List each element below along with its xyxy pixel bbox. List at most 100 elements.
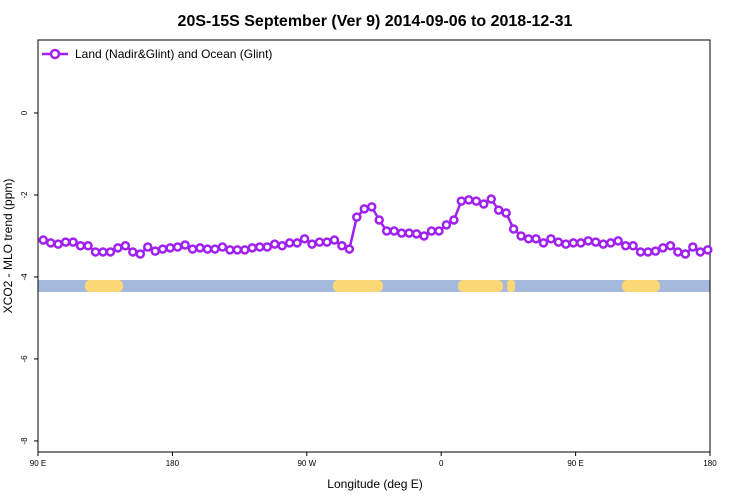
data-point (441, 220, 452, 230)
data-point (120, 241, 131, 251)
data-point (493, 205, 504, 215)
data-point (90, 247, 101, 257)
data-point (434, 226, 444, 236)
data-point (658, 243, 668, 253)
data-point (307, 239, 317, 249)
data-point (352, 212, 362, 222)
x-tick-label: 90 E (30, 459, 46, 468)
data-point (501, 208, 511, 218)
legend-label: Land (Nadir&Glint) and Ocean (Glint) (75, 47, 272, 61)
y-tick-label: 0 (20, 110, 29, 115)
data-point (60, 237, 71, 247)
data-point (195, 243, 205, 253)
land-band (85, 280, 123, 292)
data-point (322, 237, 332, 247)
y-tick-label: -6 (20, 355, 29, 363)
data-point (135, 249, 146, 259)
data-point (464, 195, 474, 205)
data-point (576, 238, 586, 248)
x-tick-label: 90 E (567, 459, 583, 468)
land-band (622, 280, 660, 292)
data-point (53, 239, 63, 249)
data-point (568, 238, 579, 248)
data-point (411, 229, 422, 239)
data-point (210, 244, 220, 254)
data-point (374, 215, 384, 225)
data-point (426, 226, 437, 236)
data-point (232, 245, 243, 255)
data-point (344, 244, 355, 254)
y-tick-label: -8 (20, 437, 29, 445)
data-point (643, 247, 653, 257)
land-band (333, 280, 383, 292)
data-point (269, 239, 280, 249)
data-point (180, 240, 190, 250)
data-point (314, 237, 325, 247)
data-point (187, 244, 198, 254)
data-point (598, 239, 608, 249)
x-tick-label: 180 (166, 459, 180, 468)
data-point (553, 237, 564, 247)
y-axis-label: XCO2 - MLO trend (ppm) (1, 179, 15, 314)
land-band (458, 280, 503, 292)
data-point (389, 226, 399, 236)
data-point (404, 228, 414, 238)
data-point (255, 242, 265, 252)
data-point (695, 247, 706, 257)
data-point (75, 241, 86, 251)
data-point (240, 245, 250, 255)
legend-marker (49, 48, 61, 60)
data-point (591, 237, 601, 247)
data-point (38, 235, 48, 245)
data-point (262, 242, 272, 252)
data-point (292, 238, 302, 248)
data-point (143, 242, 153, 252)
data-point (247, 243, 258, 253)
data-point (45, 238, 56, 248)
data-point (329, 235, 340, 245)
data-point (83, 241, 93, 251)
data-point (486, 194, 496, 204)
data-point (172, 242, 183, 252)
data-point (583, 236, 594, 246)
data-point (523, 234, 534, 244)
x-tick-label: 90 W (297, 459, 316, 468)
data-point (105, 247, 116, 257)
data-point (680, 249, 691, 259)
data-point (165, 243, 175, 253)
x-axis-label: Longitude (deg E) (327, 477, 422, 491)
data-point (620, 241, 631, 251)
land-ocean-band (38, 280, 710, 292)
data-point (381, 226, 392, 236)
data-point (367, 202, 377, 212)
x-tick-label: 180 (703, 459, 717, 468)
data-point (277, 241, 287, 251)
y-tick-label: -2 (20, 191, 29, 199)
data-point (479, 199, 489, 209)
data-point (202, 244, 213, 254)
data-point (98, 247, 108, 257)
data-point (456, 196, 467, 206)
x-tick-label: 0 (439, 459, 444, 468)
data-point (299, 234, 310, 244)
data-point (650, 246, 661, 256)
data-point (635, 247, 646, 257)
data-point (68, 237, 78, 247)
chart-title: 20S-15S September (Ver 9) 2014-09-06 to … (178, 13, 573, 30)
data-point (225, 245, 235, 255)
data-point (516, 231, 526, 241)
data-point (546, 234, 556, 244)
data-point (665, 241, 676, 251)
data-point (471, 196, 482, 206)
data-point (561, 239, 571, 249)
land-band (507, 280, 515, 292)
data-point (673, 247, 683, 257)
data-point (613, 236, 623, 246)
data-point (628, 241, 638, 251)
data-point (337, 241, 347, 251)
data-point (531, 234, 541, 244)
data-point (688, 242, 698, 252)
data-point (538, 238, 549, 248)
